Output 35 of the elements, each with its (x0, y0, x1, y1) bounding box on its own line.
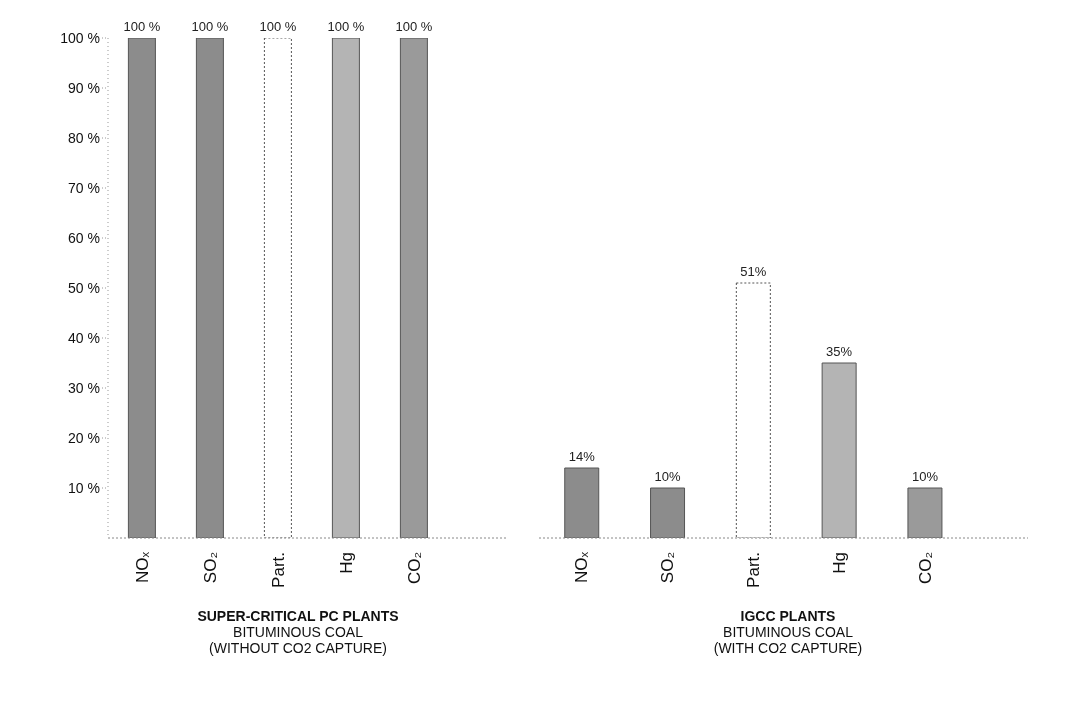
data-label: 100 % (123, 19, 161, 34)
x-axis-title: SUPER-CRITICAL PC PLANTS BITUMINOUS COAL (WITHOUT CO2 CAPTURE) (196, 608, 400, 656)
y-tick-label: 60 % (68, 229, 100, 246)
x-tick-label: SO₂ (658, 552, 678, 584)
x-tick-label: NOₓ (132, 551, 152, 584)
bar (907, 487, 943, 538)
data-label: 51% (740, 264, 767, 279)
x-tick-label: NOₓ (572, 551, 592, 584)
data-label: 35% (826, 344, 853, 359)
x-tick-label: Part. (744, 552, 763, 588)
bar (735, 282, 771, 538)
y-tick-label: 70 % (68, 179, 100, 196)
data-label: 100 % (191, 19, 229, 34)
x-axis-title: IGCC PLANTS BITUMINOUS COAL (WITH CO2 CAPTURE) (712, 608, 864, 656)
x-tick-label: CO₂ (915, 552, 935, 585)
x-tick-label: Hg (336, 552, 356, 574)
x-tick-label: Part. (268, 552, 288, 588)
data-label: 14% (568, 449, 596, 464)
x-tick-label: CO₂ (404, 552, 424, 585)
y-tick-label: 50 % (68, 279, 100, 296)
y-tick-label: 90 % (68, 79, 100, 96)
y-tick-label: 10 % (68, 479, 100, 496)
data-label: 10% (911, 469, 939, 484)
x-tick-label: SO₂ (200, 552, 220, 584)
y-tick-label: 80 % (68, 129, 100, 146)
data-label: 100 % (259, 19, 297, 34)
data-label: 100 % (327, 19, 365, 34)
data-label: 10% (654, 469, 681, 484)
y-tick-label: 40 % (68, 329, 100, 346)
y-tick-label: 20 % (68, 429, 100, 446)
y-tick-label: 30 % (68, 379, 100, 396)
x-tick-label: Hg (829, 552, 849, 574)
data-label: 100 % (395, 19, 433, 34)
y-tick-label: 100 % (60, 29, 100, 46)
bar (821, 362, 857, 538)
